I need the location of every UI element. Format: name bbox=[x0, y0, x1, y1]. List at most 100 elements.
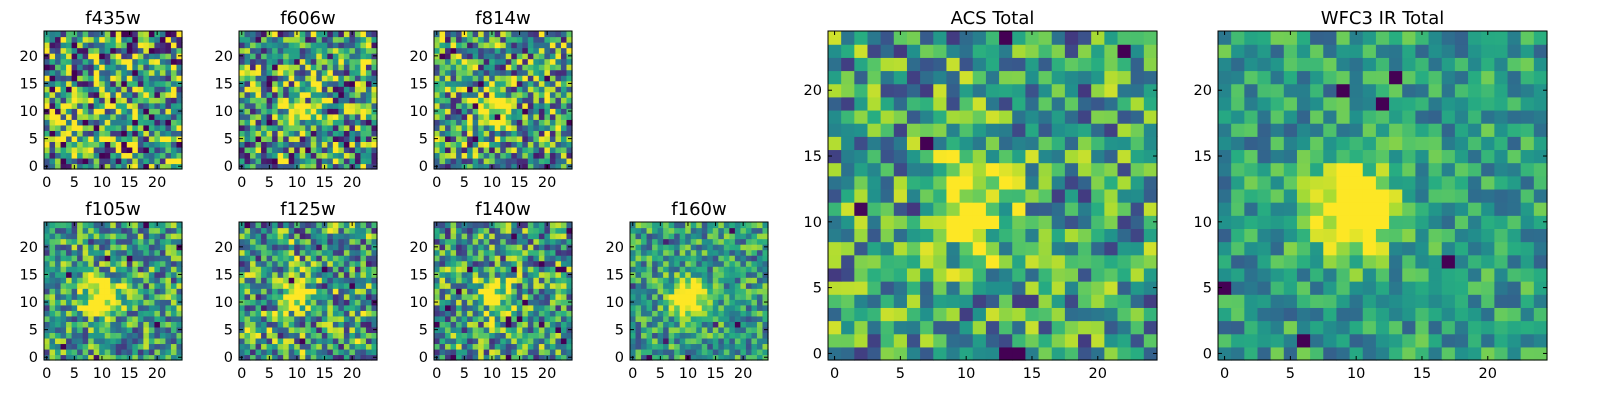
heatmap-cell bbox=[316, 64, 323, 71]
heatmap-cell bbox=[522, 42, 529, 49]
heatmap-cell bbox=[126, 304, 133, 311]
heatmap-cell bbox=[294, 69, 301, 76]
heatmap-cell bbox=[88, 75, 95, 82]
heatmap-cell bbox=[365, 288, 373, 295]
heatmap-cell bbox=[533, 348, 540, 356]
heatmap-cell bbox=[751, 332, 758, 339]
heatmap-cell bbox=[500, 271, 507, 278]
heatmap-cell bbox=[745, 271, 753, 278]
heatmap-cell bbox=[657, 266, 664, 273]
heatmap-cell bbox=[288, 124, 295, 131]
heatmap-cell bbox=[159, 119, 167, 126]
heatmap-cell bbox=[472, 282, 479, 289]
heatmap-cell bbox=[104, 337, 111, 345]
heatmap-cell bbox=[701, 304, 708, 311]
heatmap-cell bbox=[148, 152, 155, 159]
heatmap-cell bbox=[729, 288, 736, 295]
heatmap-cell bbox=[165, 326, 172, 333]
heatmap-cell bbox=[690, 260, 697, 267]
heatmap-cell bbox=[332, 42, 339, 49]
heatmap-cell bbox=[250, 260, 257, 267]
heatmap-cell bbox=[450, 227, 457, 234]
heatmap-cell bbox=[360, 337, 367, 345]
heatmap-cell bbox=[66, 293, 73, 300]
x-tick-label: 20 bbox=[538, 366, 556, 382]
x-tick-label: 10 bbox=[93, 366, 111, 382]
heatmap-cell bbox=[641, 343, 648, 350]
heatmap-cell bbox=[566, 348, 573, 356]
heatmap-cell bbox=[277, 108, 284, 115]
heatmap-cell bbox=[549, 354, 557, 361]
heatmap-cell bbox=[321, 343, 328, 350]
heatmap-cell bbox=[549, 157, 557, 165]
heatmap-cell bbox=[261, 332, 268, 339]
heatmap-cell bbox=[93, 354, 100, 361]
heatmap-cell bbox=[110, 282, 117, 289]
heatmap-cell bbox=[321, 337, 328, 345]
heatmap-cell bbox=[365, 255, 373, 262]
heatmap-cell bbox=[1038, 294, 1053, 308]
heatmap-cell bbox=[148, 354, 155, 361]
heatmap-cell bbox=[250, 244, 257, 251]
heatmap-cell bbox=[511, 91, 518, 98]
heatmap-cell bbox=[261, 266, 268, 273]
axes-frame bbox=[433, 30, 573, 170]
heatmap-cell bbox=[255, 157, 262, 165]
heatmap-cell bbox=[674, 227, 681, 234]
heatmap-cell bbox=[511, 310, 518, 317]
heatmap-cell bbox=[1038, 188, 1053, 203]
heatmap-cell bbox=[288, 86, 295, 93]
heatmap-cell bbox=[321, 299, 328, 306]
heatmap-cell bbox=[555, 227, 562, 234]
heatmap-cell bbox=[652, 282, 659, 289]
heatmap-cell bbox=[338, 288, 345, 295]
heatmap-cell bbox=[115, 244, 122, 251]
heatmap-cell bbox=[500, 124, 507, 131]
heatmap-cell bbox=[170, 58, 178, 65]
heatmap-cell bbox=[718, 315, 725, 322]
heatmap-cell bbox=[712, 271, 719, 278]
heatmap-cell bbox=[143, 299, 150, 306]
heatmap-cell bbox=[538, 53, 545, 60]
heatmap-cell bbox=[343, 113, 350, 120]
heatmap-cell bbox=[511, 277, 518, 284]
heatmap-cell bbox=[494, 326, 501, 333]
heatmap-cell bbox=[646, 348, 653, 356]
heatmap-cell bbox=[170, 354, 178, 361]
heatmap-cell bbox=[266, 293, 273, 300]
heatmap-cell bbox=[239, 238, 246, 245]
heatmap-cell bbox=[360, 69, 367, 76]
heatmap-cell bbox=[762, 310, 769, 317]
heatmap-cell bbox=[255, 146, 262, 154]
heatmap-cell bbox=[71, 244, 78, 251]
heatmap-cell bbox=[121, 75, 128, 82]
heatmap-cell bbox=[332, 69, 339, 76]
heatmap-cell bbox=[354, 47, 362, 54]
heatmap-cell bbox=[740, 310, 747, 317]
heatmap-cell bbox=[71, 47, 78, 54]
heatmap-cell bbox=[338, 310, 345, 317]
heatmap-cell bbox=[126, 108, 133, 115]
heatmap-cell bbox=[115, 130, 122, 137]
heatmap-cell bbox=[71, 304, 78, 311]
heatmap-cell bbox=[365, 86, 373, 93]
heatmap-cell bbox=[316, 58, 323, 65]
heatmap-cell bbox=[244, 75, 251, 82]
heatmap-cell bbox=[445, 233, 452, 240]
heatmap-cell bbox=[712, 299, 719, 306]
heatmap-cell bbox=[121, 222, 128, 229]
heatmap-cell bbox=[456, 260, 463, 267]
heatmap-cell bbox=[511, 124, 518, 131]
heatmap-cell bbox=[71, 64, 78, 71]
heatmap-cell bbox=[527, 332, 534, 339]
heatmap-cell bbox=[1143, 188, 1158, 203]
heatmap-cell bbox=[360, 80, 367, 87]
heatmap-cell bbox=[365, 315, 373, 322]
heatmap-cell bbox=[505, 260, 512, 267]
heatmap-cell bbox=[327, 288, 334, 295]
heatmap-cell bbox=[489, 69, 496, 76]
heatmap-cell bbox=[110, 31, 117, 38]
heatmap-cell bbox=[99, 304, 106, 311]
heatmap-cell bbox=[712, 277, 719, 284]
heatmap-cell bbox=[165, 255, 172, 262]
